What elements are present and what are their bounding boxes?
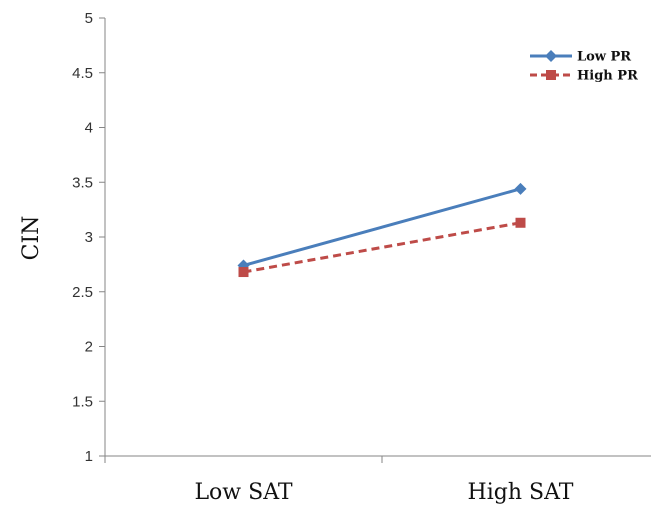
y-tick-label: 3 [85,229,93,246]
series-layer [238,183,527,277]
legend-marker [546,70,556,80]
y-tick-label: 1.5 [72,393,93,410]
y-axis-label: CIN [19,216,44,261]
legend: Low PR High PR [530,50,638,84]
series-line [244,223,521,272]
legend-label: Low PR [577,50,631,65]
series-line [244,189,521,266]
legend-marker [545,50,557,62]
y-tick-label: 2 [85,339,93,356]
y-tick-label: 4 [85,120,93,137]
data-point [516,218,526,228]
legend-label: High PR [577,69,638,84]
series-0 [238,183,527,272]
axes: 1 1.5 2 2.5 3 3.5 4 4.5 5 Low SAT High SAT [72,10,651,505]
y-tick-label: 1 [85,448,93,465]
y-tick-label: 5 [85,10,93,27]
data-point [515,183,527,195]
y-tick-label: 2.5 [72,284,93,301]
x-category-label: Low SAT [194,480,292,505]
y-tick-label: 3.5 [72,174,93,191]
data-point [239,267,249,277]
x-category-label: High SAT [468,480,574,505]
y-tick-label: 4.5 [72,65,93,82]
